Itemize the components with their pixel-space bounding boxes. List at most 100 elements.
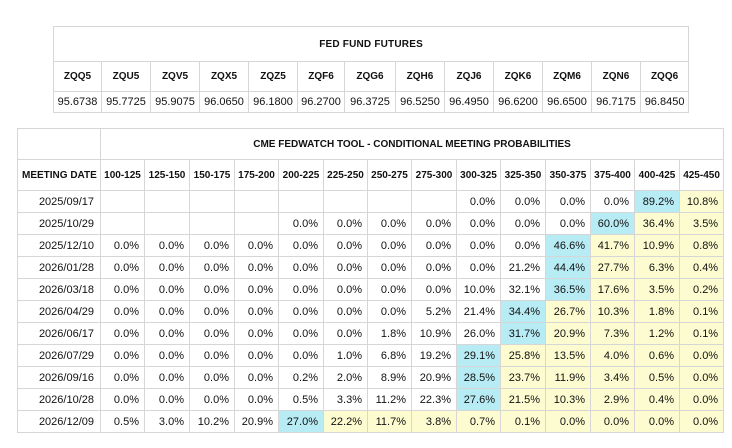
probability-cell: 21.4% [456, 300, 501, 323]
probability-cell: 3.3% [323, 388, 368, 411]
probability-cell: 0.0% [500, 190, 546, 213]
probability-cell: 0.0% [590, 410, 635, 433]
futures-header-zqk6: ZQK6 [493, 61, 543, 92]
probability-cell: 0.0% [500, 212, 546, 235]
probability-cell: 0.0% [100, 322, 145, 345]
range-header-425-450: 425-450 [678, 159, 725, 191]
meeting-date-cell: 2026/09/16 [17, 366, 101, 389]
probability-cell: 0.0% [144, 366, 190, 389]
probability-cell: 0.0% [456, 212, 501, 235]
probability-cell: 0.0% [323, 256, 368, 279]
futures-value-zqq6: 96.8450 [639, 91, 690, 113]
probability-cell: 31.7% [500, 322, 546, 345]
futures-value-zqq5: 95.6738 [53, 91, 102, 113]
futures-header-zqh6: ZQH6 [395, 61, 445, 92]
table-row: 2025/09/17 0.0% 0.0% 0.0% 0.0% 89.2% 10.8% [17, 190, 725, 213]
probability-cell: 22.3% [411, 388, 457, 411]
futures-header-zqv5: ZQV5 [150, 61, 200, 92]
futures-value-row: 95.6738 95.7725 95.9075 96.0650 96.1800 96.27… [53, 91, 690, 113]
probability-cell: 0.0% [367, 256, 412, 279]
probability-cell: 0.1% [678, 322, 725, 345]
table-row: 2026/06/17 0.0% 0.0% 0.0% 0.0% 0.0% 0.0% 1.8% 10… [17, 322, 725, 345]
futures-header-zqj6: ZQJ6 [444, 61, 494, 92]
probability-cell: 1.0% [323, 344, 368, 367]
probability-cell: 2.9% [590, 388, 635, 411]
meeting-date-cell: 2026/01/28 [17, 256, 101, 279]
futures-value-zqx5: 96.0650 [199, 91, 249, 113]
probability-cell: 0.1% [678, 300, 725, 323]
futures-header-zqu5: ZQU5 [101, 61, 151, 92]
probability-cell: 10.3% [590, 300, 635, 323]
probability-cell: 0.0% [590, 190, 635, 213]
futures-header-row: ZQQ5 ZQU5 ZQV5 ZQX5 ZQZ5 ZQF6 ZQG6 ZQH6 ZQJ6 ZQK6… [53, 61, 690, 92]
probability-cell: 4.0% [590, 344, 635, 367]
probability-cell: 0.0% [278, 344, 324, 367]
probability-cell: 0.0% [456, 256, 501, 279]
probability-cell: 0.0% [189, 388, 235, 411]
probability-cell: 29.1% [456, 344, 501, 367]
probability-cell: 20.9% [411, 366, 457, 389]
probability-cell: 0.0% [545, 212, 591, 235]
probability-cell: 0.0% [678, 366, 725, 389]
probability-cell: 0.0% [234, 234, 279, 257]
probability-cell: 27.6% [456, 388, 501, 411]
meeting-date-cell: 2026/06/17 [17, 322, 101, 345]
probability-cell: 32.1% [500, 278, 546, 301]
probability-cell: 34.4% [500, 300, 546, 323]
probability-cell: 0.0% [234, 256, 279, 279]
meeting-date-cell: 2025/09/17 [17, 190, 101, 213]
probability-cell: 11.7% [367, 410, 412, 433]
table-row: 2026/04/29 0.0% 0.0% 0.0% 0.0% 0.0% 0.0% 0.0% 5.… [17, 300, 725, 323]
probability-cell: 5.2% [411, 300, 457, 323]
probability-cell: 0.0% [189, 278, 235, 301]
probability-cell: 0.0% [100, 256, 145, 279]
probability-cell: 44.4% [545, 256, 591, 279]
probability-cell: 2.0% [323, 366, 368, 389]
table-row: 2025/10/29 0.0% 0.0% 0.0% 0.0% 0.0% 0.0% 0.0% 60… [17, 212, 725, 235]
probability-cell: 0.2% [278, 366, 324, 389]
probability-cell: 0.0% [278, 256, 324, 279]
probability-cell: 0.0% [411, 278, 457, 301]
probability-cell: 13.5% [545, 344, 591, 367]
probability-cell: 3.0% [144, 410, 190, 433]
probability-cell: 28.5% [456, 366, 501, 389]
futures-value-zqk6: 96.6200 [493, 91, 543, 113]
table-row: 2026/01/28 0.0% 0.0% 0.0% 0.0% 0.0% 0.0% 0.0% 0.… [17, 256, 725, 279]
meeting-date-cell: 2025/12/10 [17, 234, 101, 257]
probability-cell: 0.0% [189, 366, 235, 389]
futures-header-zqq5: ZQQ5 [53, 61, 102, 92]
probability-cell: 10.3% [545, 388, 591, 411]
probability-cell: 3.8% [411, 410, 457, 433]
probability-cell [144, 212, 190, 235]
table-row: 2025/12/10 0.0% 0.0% 0.0% 0.0% 0.0% 0.0% 0.0% 0.… [17, 234, 725, 257]
probability-cell: 10.0% [456, 278, 501, 301]
probability-cell: 0.5% [100, 410, 145, 433]
range-header-300-325: 300-325 [456, 159, 501, 191]
table-row: 2026/09/16 0.0% 0.0% 0.0% 0.0% 0.2% 2.0% 8.9% 20… [17, 366, 725, 389]
table-row: 2026/10/28 0.0% 0.0% 0.0% 0.0% 0.5% 3.3% 11.2% 2… [17, 388, 725, 411]
futures-value-zqj6: 96.4950 [444, 91, 494, 113]
probability-cell: 6.3% [634, 256, 680, 279]
probability-cell: 0.0% [367, 300, 412, 323]
meeting-date-cell: 2025/10/29 [17, 212, 101, 235]
futures-value-zqm6: 96.6500 [542, 91, 592, 113]
probability-cell: 1.2% [634, 322, 680, 345]
probability-cell: 26.7% [545, 300, 591, 323]
table-row: 2026/12/09 0.5% 3.0% 10.2% 20.9% 27.0% 22.2% 11… [17, 410, 725, 433]
probability-cell: 0.0% [234, 344, 279, 367]
range-header-175-200: 175-200 [234, 159, 279, 191]
probability-cell: 22.2% [323, 410, 368, 433]
probability-cell: 0.0% [278, 322, 324, 345]
probability-cell [100, 212, 145, 235]
probability-cell: 0.0% [144, 234, 190, 257]
probability-cell: 27.0% [278, 410, 324, 433]
probability-cell: 0.0% [234, 388, 279, 411]
probability-cell: 0.0% [144, 322, 190, 345]
probability-cell: 7.3% [590, 322, 635, 345]
futures-header-zqq6: ZQQ6 [639, 61, 690, 92]
probability-cell: 0.0% [144, 344, 190, 367]
probability-cell: 25.8% [500, 344, 546, 367]
table-row: 2026/03/18 0.0% 0.0% 0.0% 0.0% 0.0% 0.0% 0.0% 0.… [17, 278, 725, 301]
futures-value-zqv5: 95.9075 [150, 91, 200, 113]
probability-cell: 0.0% [189, 300, 235, 323]
